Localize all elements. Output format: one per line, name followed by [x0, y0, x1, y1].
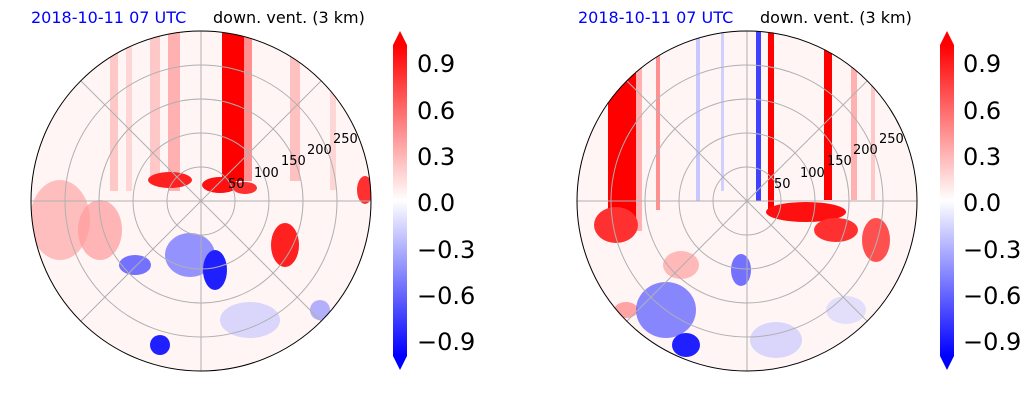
plot-date-title: 2018-10-11 07 UTC	[31, 8, 187, 27]
range-label-150: 150	[281, 154, 306, 169]
field-layer	[31, 31, 371, 355]
plot-date-title: 2018-10-11 07 UTC	[578, 8, 734, 27]
polar-frame	[30, 30, 372, 372]
range-label-100: 100	[254, 166, 279, 181]
colorbar-tick: 0.6	[963, 97, 1001, 125]
colorbar-tick: −0.6	[963, 282, 1021, 310]
polar-plot-panel-left: 2018-10-11 07 UTC down. vent. (3 km)	[30, 8, 475, 372]
colorbar-tick: 0.6	[417, 97, 455, 125]
plot-variable-title: down. vent. (3 km)	[760, 8, 912, 27]
plot-variable-title: down. vent. (3 km)	[213, 8, 365, 27]
colorbar-tick: 0.0	[417, 189, 455, 217]
polar-grid	[577, 31, 917, 371]
polar-chart-right: 50 100 150 200 250 0.9 0.6 0.3 0.0 −0.3 …	[576, 30, 1021, 372]
colorbar-tick: 0.9	[963, 50, 1001, 78]
polar-chart-left: 50 100 150 200 250 0.9 0.6 0.3 0.0 −0.3 …	[30, 30, 475, 372]
polar-grid	[31, 31, 371, 371]
polar-plot-panel-right: 2018-10-11 07 UTC down. vent. (3 km)	[546, 0, 1036, 401]
range-label-250: 250	[879, 132, 904, 147]
colorbar-tick: −0.6	[417, 282, 475, 310]
colorbar-tick: −0.9	[417, 328, 475, 356]
colorbar-left: 0.9 0.6 0.3 0.0 −0.3 −0.6 −0.9	[393, 31, 475, 370]
range-label-150: 150	[827, 154, 852, 169]
colorbar-tick: 0.0	[963, 189, 1001, 217]
colorbar-tick: 0.3	[417, 143, 455, 171]
range-label-250: 250	[333, 132, 358, 147]
range-label-50: 50	[774, 177, 791, 192]
colorbar-tick: −0.3	[963, 236, 1021, 264]
colorbar-tick: 0.3	[963, 143, 1001, 171]
range-label-50: 50	[228, 177, 245, 192]
range-label-100: 100	[800, 166, 825, 181]
range-label-200: 200	[853, 143, 878, 158]
range-label-200: 200	[307, 143, 332, 158]
colorbar-tick: 0.9	[417, 50, 455, 78]
colorbar-tick: −0.9	[963, 328, 1021, 356]
polar-frame	[576, 30, 918, 372]
colorbar-right: 0.9 0.6 0.3 0.0 −0.3 −0.6 −0.9	[940, 31, 1021, 370]
colorbar-tick: −0.3	[417, 236, 475, 264]
